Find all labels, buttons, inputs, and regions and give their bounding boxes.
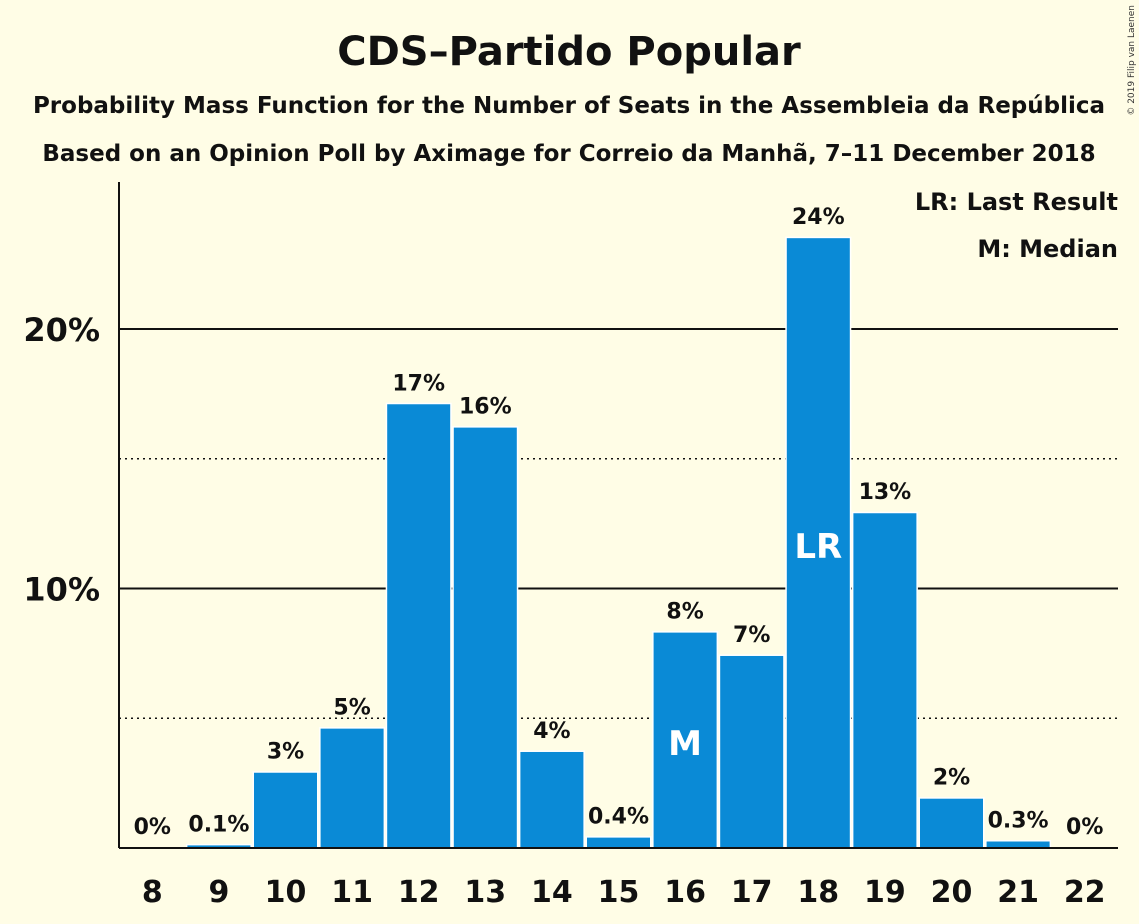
y-tick-label: 20% (23, 311, 100, 349)
data-label: 7% (733, 623, 770, 648)
x-tick-label: 13 (464, 875, 506, 910)
bar-seat-15 (587, 837, 650, 848)
x-tick-label: 15 (598, 875, 640, 910)
x-tick-label: 19 (864, 875, 906, 910)
bar-seat-10 (254, 772, 317, 848)
data-label: 16% (459, 395, 512, 420)
chart-subtitle-line-1: Probability Mass Function for the Number… (33, 93, 1105, 119)
data-label: 0% (1066, 815, 1103, 840)
data-label: 0.3% (988, 809, 1049, 834)
x-tick-label: 14 (531, 875, 573, 910)
bar-seat-16 (653, 632, 717, 848)
plot-area: 10% 20% 0% 8 0.1% 9 3% 10 5% 11 17% 12 16% 13 4% 14 0.4%… (23, 182, 1118, 910)
legend-last-result: LR: Last Result (915, 188, 1118, 216)
data-label: 8% (666, 600, 703, 625)
data-label: 0.4% (588, 805, 649, 830)
x-tick-label: 10 (265, 875, 307, 910)
bar-seat-13 (453, 427, 517, 848)
x-tick-label: 22 (1064, 875, 1106, 910)
bar-seat-19 (853, 513, 917, 848)
data-label: 13% (859, 480, 912, 505)
x-tick-label: 8 (142, 875, 163, 910)
bar-seat-14 (520, 751, 584, 848)
x-tick-label: 18 (797, 875, 839, 910)
data-label: 2% (933, 766, 970, 791)
bar-seat-9 (187, 845, 251, 848)
median-marker: M (668, 724, 702, 764)
x-tick-label: 12 (398, 875, 440, 910)
bar-seat-20 (920, 798, 983, 848)
x-tick-label: 9 (208, 875, 229, 910)
data-label: 4% (533, 719, 570, 744)
bar-seat-11 (320, 728, 384, 848)
data-label: 3% (267, 740, 304, 765)
chart-title: CDS–Partido Popular (337, 29, 801, 75)
x-tick-label: 20 (931, 875, 973, 910)
x-tick-label: 17 (731, 875, 773, 910)
x-tick-label: 21 (997, 875, 1039, 910)
bar-seat-18 (786, 238, 850, 849)
copyright-note: © 2019 Filip van Laenen (1127, 5, 1137, 116)
legend-median: M: Median (977, 235, 1118, 263)
bar-seat-21 (986, 841, 1050, 848)
data-label: 0.1% (188, 812, 249, 837)
data-label: 0% (134, 815, 171, 840)
x-tick-label: 11 (331, 875, 373, 910)
bar-seat-12 (387, 404, 451, 848)
data-label: 17% (392, 371, 445, 396)
bar-seat-17 (720, 655, 784, 848)
y-tick-label: 10% (23, 571, 100, 609)
last-result-marker: LR (794, 527, 842, 567)
x-tick-label: 16 (664, 875, 706, 910)
data-label: 24% (792, 205, 845, 230)
data-label: 5% (333, 696, 370, 721)
chart-subtitle-line-2: Based on an Opinion Poll by Aximage for … (42, 141, 1095, 167)
